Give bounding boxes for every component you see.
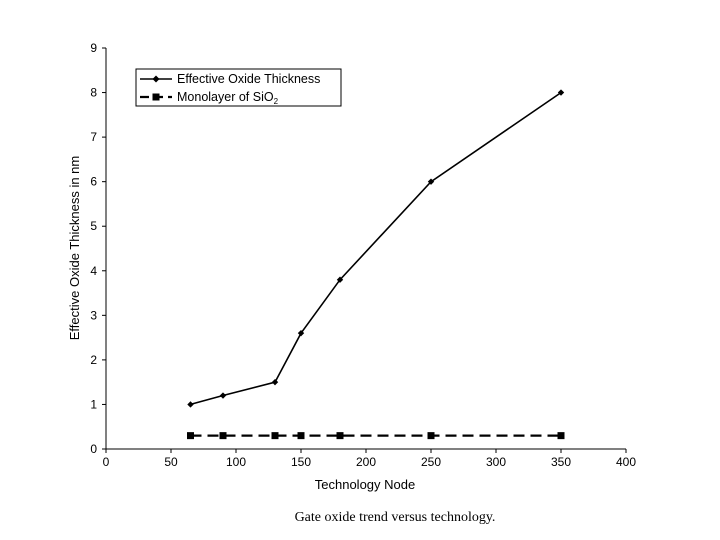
x-tick-label: 400 — [616, 455, 636, 469]
legend: Effective Oxide Thickness Monolayer of S… — [135, 68, 342, 107]
x-tick-label: 350 — [551, 455, 571, 469]
y-tick-label: 0 — [90, 442, 97, 456]
data-point-0 — [219, 392, 227, 399]
legend-marker-eot — [152, 75, 160, 83]
x-tick-label: 200 — [356, 455, 376, 469]
data-point-1 — [271, 432, 279, 440]
axes — [105, 48, 626, 450]
x-tick-label: 0 — [103, 455, 110, 469]
x-tick-label: 150 — [291, 455, 311, 469]
legend-label-eot: Effective Oxide Thickness — [177, 72, 320, 86]
y-tick-label: 2 — [90, 353, 97, 367]
data-point-0 — [271, 378, 279, 386]
data-point-1 — [557, 432, 565, 440]
data-point-0 — [336, 276, 344, 283]
x-axis-ticks: 0 50 100 150 200 250 300 350 400 — [103, 449, 636, 469]
x-tick-label: 50 — [164, 455, 178, 469]
data-point-1 — [219, 432, 227, 440]
y-tick-label: 7 — [90, 130, 97, 144]
y-tick-label: 5 — [90, 219, 97, 233]
y-tick-label: 1 — [90, 397, 97, 411]
y-tick-label: 3 — [90, 308, 97, 322]
data-point-0 — [557, 89, 565, 96]
x-tick-label: 250 — [421, 455, 441, 469]
y-tick-label: 6 — [90, 175, 97, 189]
legend-box — [135, 68, 342, 107]
data-point-1 — [427, 432, 435, 440]
legend-label-sio2-sub: 2 — [274, 97, 279, 106]
data-point-0 — [187, 401, 194, 408]
legend-label-sio2: Monolayer of SiO2 — [177, 90, 279, 106]
series-line-0 — [190, 91, 562, 406]
data-point-1 — [297, 432, 305, 440]
x-tick-label: 300 — [486, 455, 506, 469]
y-tick-label: 9 — [90, 41, 97, 55]
y-tick-label: 8 — [90, 86, 97, 100]
legend-label-sio2-main: Monolayer of SiO — [177, 90, 274, 104]
legend-marker-sio2 — [152, 93, 160, 101]
data-point-0 — [297, 329, 305, 337]
data-point-1 — [336, 432, 344, 440]
y-axis-ticks: 0 1 2 3 4 5 6 7 8 9 — [90, 41, 106, 456]
data-point-1 — [187, 432, 194, 440]
y-tick-label: 4 — [90, 264, 97, 278]
x-axis-title: Technology Node — [315, 477, 415, 492]
y-axis-title: Effective Oxide Thickness in nm — [67, 156, 82, 341]
series-layer — [187, 89, 565, 440]
figure-caption: Gate oxide trend versus technology. — [295, 510, 496, 525]
data-point-0 — [427, 178, 435, 185]
x-tick-label: 100 — [226, 455, 246, 469]
